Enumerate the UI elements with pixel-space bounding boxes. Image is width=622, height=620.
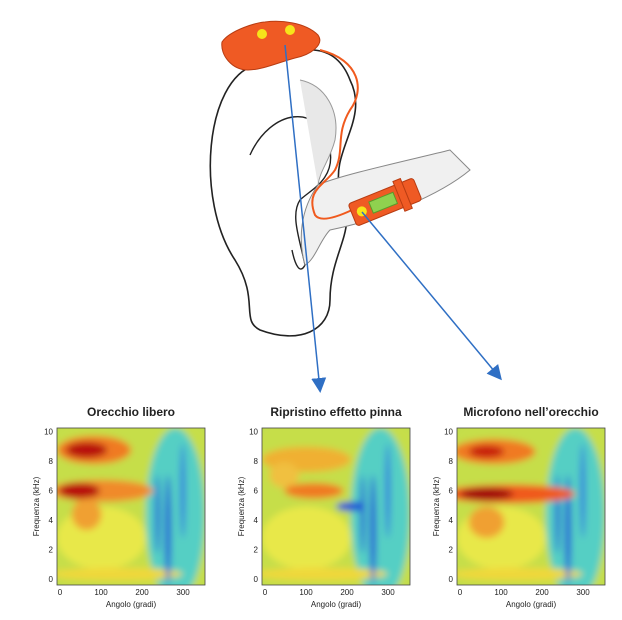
- heatmap-blob: [555, 475, 559, 554]
- heatmap-blob: [165, 475, 171, 585]
- heatmap-blob: [386, 444, 390, 538]
- heatmap-blob: [450, 568, 583, 581]
- panel-title: Ripristino effetto pinna: [270, 405, 402, 419]
- heatmap-blob: [255, 568, 388, 581]
- y-tick-label: 6: [254, 487, 259, 496]
- x-tick-label: 200: [135, 588, 149, 597]
- y-tick-label: 4: [449, 516, 454, 525]
- y-tick-label: 10: [444, 428, 453, 437]
- panel-title: Microfono nell’orecchio: [463, 405, 598, 419]
- y-tick-label: 0: [254, 575, 259, 584]
- heatmap-blob: [360, 475, 364, 554]
- y-tick-label: 0: [449, 575, 454, 584]
- heatmap-blob: [469, 445, 505, 458]
- heatmap: [232, 397, 439, 617]
- y-tick-label: 8: [449, 457, 454, 466]
- heatmap-blob: [66, 442, 107, 458]
- x-tick-label: 200: [340, 588, 354, 597]
- heatmap-blob: [581, 444, 585, 538]
- y-axis-label: Frequenza (kHz): [32, 476, 41, 536]
- heatmap-blob: [460, 488, 513, 501]
- figure: Orecchio libero02468100100200300Angolo (…: [0, 0, 622, 620]
- heatmap-blob: [269, 463, 299, 488]
- x-tick-label: 0: [58, 588, 63, 597]
- heatmap-layers: [427, 397, 622, 617]
- heatmap-blob: [469, 507, 505, 538]
- y-tick-label: 0: [49, 575, 54, 584]
- heatmap-blob: [50, 568, 183, 581]
- heatmap-blob: [262, 507, 351, 570]
- heatmap: [27, 397, 234, 617]
- heatmap-blob: [284, 483, 343, 499]
- heatmap-blob: [181, 444, 185, 538]
- y-tick-label: 2: [49, 546, 54, 555]
- y-tick-label: 2: [254, 546, 259, 555]
- x-tick-label: 300: [381, 588, 395, 597]
- y-tick-label: 10: [249, 428, 258, 437]
- heatmap-layers: [27, 397, 234, 617]
- heatmap-blob: [72, 499, 102, 530]
- x-axis-label: Angolo (gradi): [506, 600, 557, 609]
- heatmap-blob: [57, 507, 146, 570]
- x-tick-label: 100: [94, 588, 108, 597]
- ear-drawing: [196, 0, 470, 340]
- heatmap: [427, 397, 622, 617]
- heatmap-blob: [370, 475, 376, 585]
- y-tick-label: 4: [49, 516, 54, 525]
- heatmap-blob: [58, 483, 99, 499]
- heatmap-blob: [155, 475, 159, 554]
- y-tick-label: 6: [49, 487, 54, 496]
- y-tick-label: 2: [449, 546, 454, 555]
- y-tick-label: 10: [44, 428, 53, 437]
- x-tick-label: 200: [535, 588, 549, 597]
- heatmap-layers: [232, 397, 439, 617]
- y-tick-label: 8: [49, 457, 54, 466]
- x-tick-label: 300: [176, 588, 190, 597]
- y-tick-label: 6: [449, 487, 454, 496]
- x-axis-label: Angolo (gradi): [311, 600, 362, 609]
- y-tick-label: 4: [254, 516, 259, 525]
- x-axis-label: Angolo (gradi): [106, 600, 157, 609]
- x-tick-label: 100: [494, 588, 508, 597]
- x-tick-label: 100: [299, 588, 313, 597]
- x-tick-label: 300: [576, 588, 590, 597]
- x-tick-label: 0: [263, 588, 268, 597]
- x-tick-label: 0: [458, 588, 463, 597]
- y-axis-label: Frequenza (kHz): [432, 476, 441, 536]
- panel-title: Orecchio libero: [87, 405, 175, 419]
- heatmap-blob: [336, 502, 366, 511]
- y-tick-label: 8: [254, 457, 259, 466]
- y-axis-label: Frequenza (kHz): [237, 476, 246, 536]
